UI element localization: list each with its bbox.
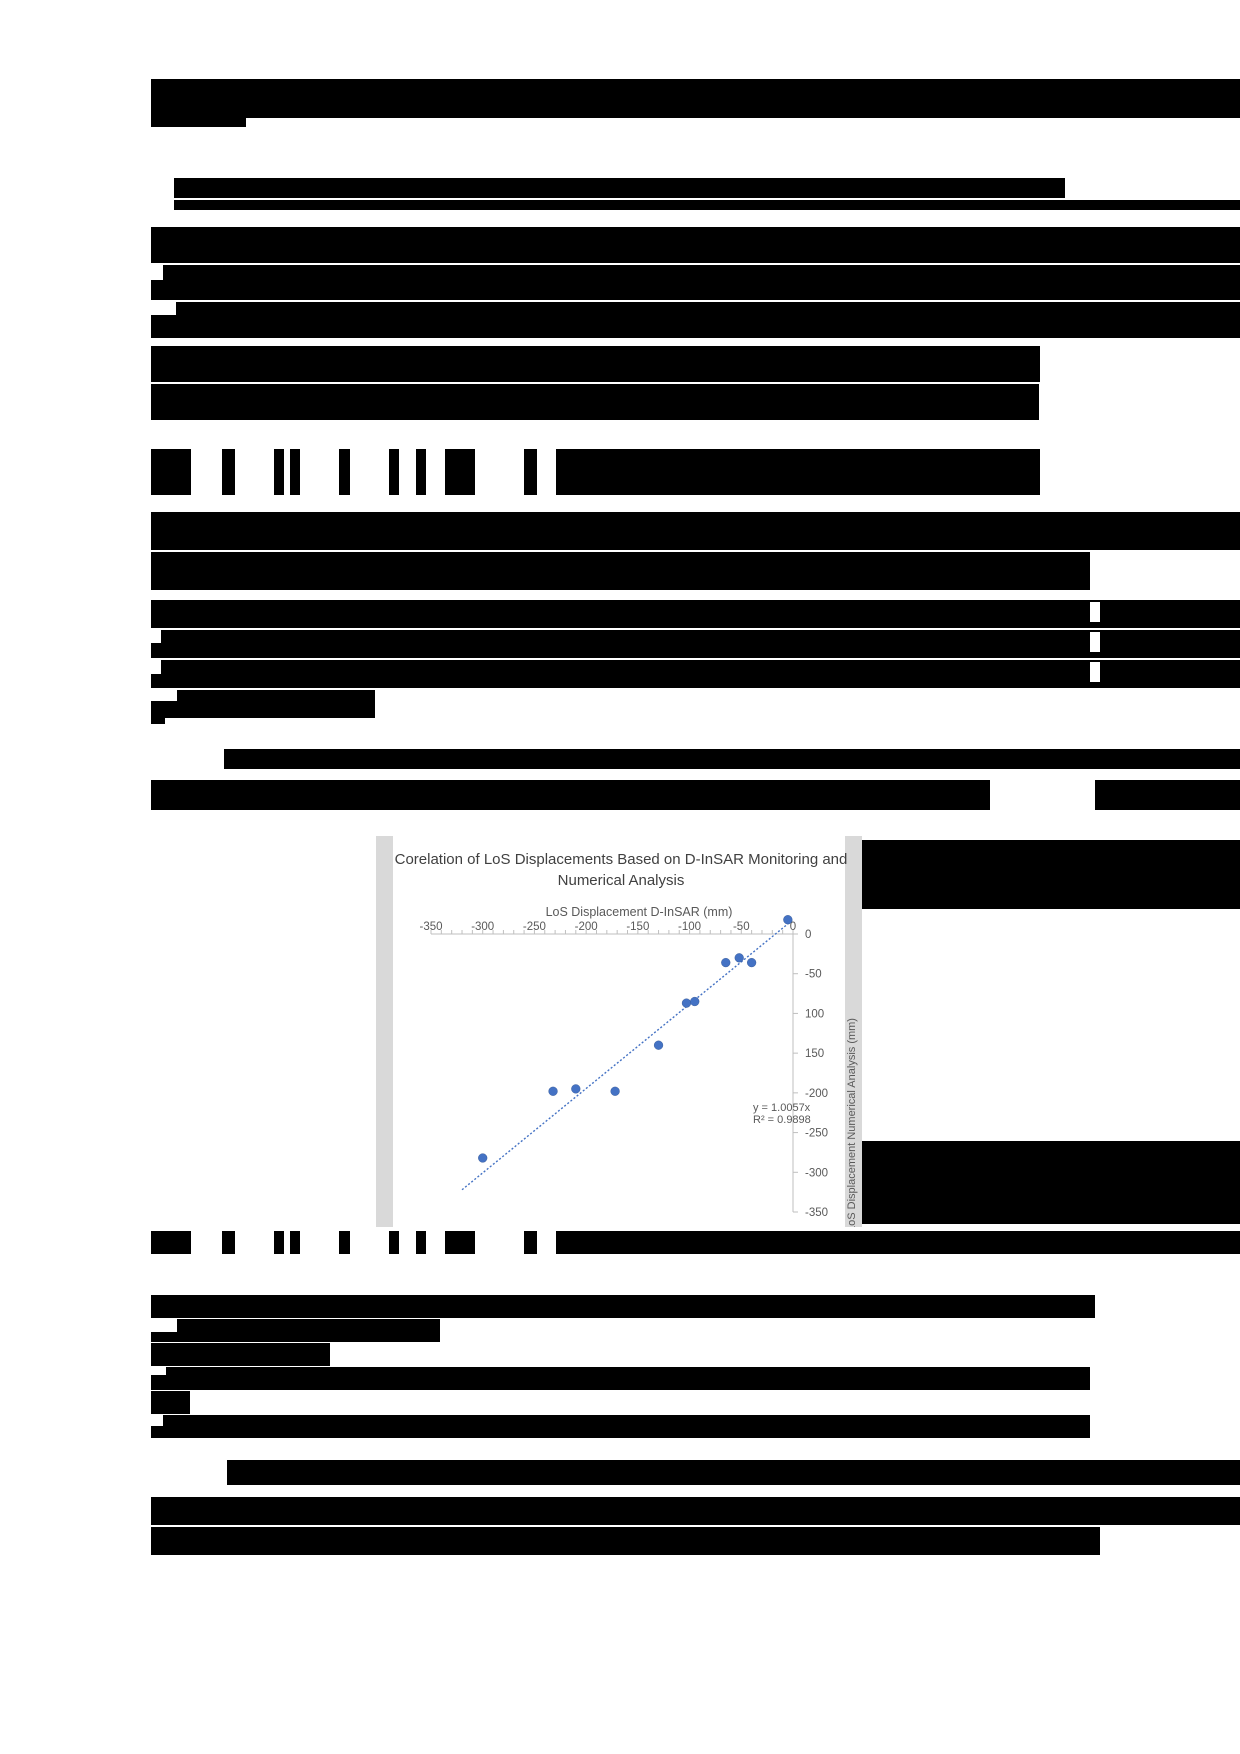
svg-text:LoS Displacement Numerical Ana: LoS Displacement Numerical Analysis (mm) [846,1018,858,1227]
svg-text:100: 100 [805,1008,824,1020]
svg-text:-200: -200 [805,1088,828,1100]
svg-text:-300: -300 [805,1167,828,1179]
svg-text:Corelation of LoS Displacement: Corelation of LoS Displacements Based on… [395,851,848,868]
svg-text:y = 1.0057x: y = 1.0057x [753,1102,811,1114]
svg-text:-50: -50 [805,969,822,981]
svg-text:-250: -250 [805,1128,828,1140]
svg-text:R² = 0.9898: R² = 0.9898 [753,1114,811,1126]
svg-text:Numerical Analysis: Numerical Analysis [558,872,685,889]
svg-text:-350: -350 [805,1207,828,1219]
svg-text:LoS Displacement D-InSAR (mm): LoS Displacement D-InSAR (mm) [546,905,733,919]
svg-text:150: 150 [805,1048,824,1060]
svg-text:0: 0 [805,929,811,941]
